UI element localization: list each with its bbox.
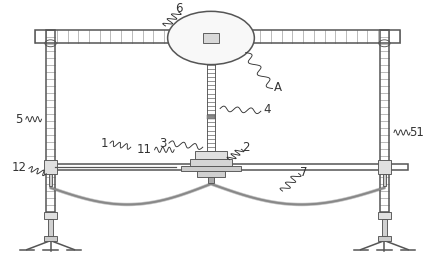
Bar: [190, 159, 231, 166]
Bar: [378, 160, 390, 174]
Text: A: A: [273, 81, 282, 94]
Text: 2: 2: [241, 141, 249, 154]
Bar: [381, 219, 386, 236]
Text: 1: 1: [101, 137, 108, 150]
Text: 3: 3: [159, 137, 167, 150]
Bar: [207, 177, 214, 183]
Text: 11: 11: [136, 143, 151, 156]
Bar: [49, 174, 52, 186]
Circle shape: [167, 11, 254, 65]
Bar: [180, 166, 241, 171]
Bar: [382, 174, 385, 186]
Text: 6: 6: [174, 2, 182, 15]
Text: 4: 4: [263, 103, 270, 116]
Text: 51: 51: [408, 126, 424, 139]
Bar: [202, 33, 219, 43]
Bar: [44, 213, 57, 219]
Bar: [207, 115, 214, 119]
Bar: [197, 171, 224, 177]
Bar: [44, 236, 56, 240]
Text: 7: 7: [300, 166, 307, 179]
Bar: [195, 151, 226, 159]
Text: 12: 12: [11, 161, 26, 174]
Bar: [44, 160, 56, 174]
Text: 5: 5: [15, 113, 23, 126]
Bar: [48, 219, 53, 236]
Bar: [377, 213, 390, 219]
Bar: [378, 236, 390, 240]
